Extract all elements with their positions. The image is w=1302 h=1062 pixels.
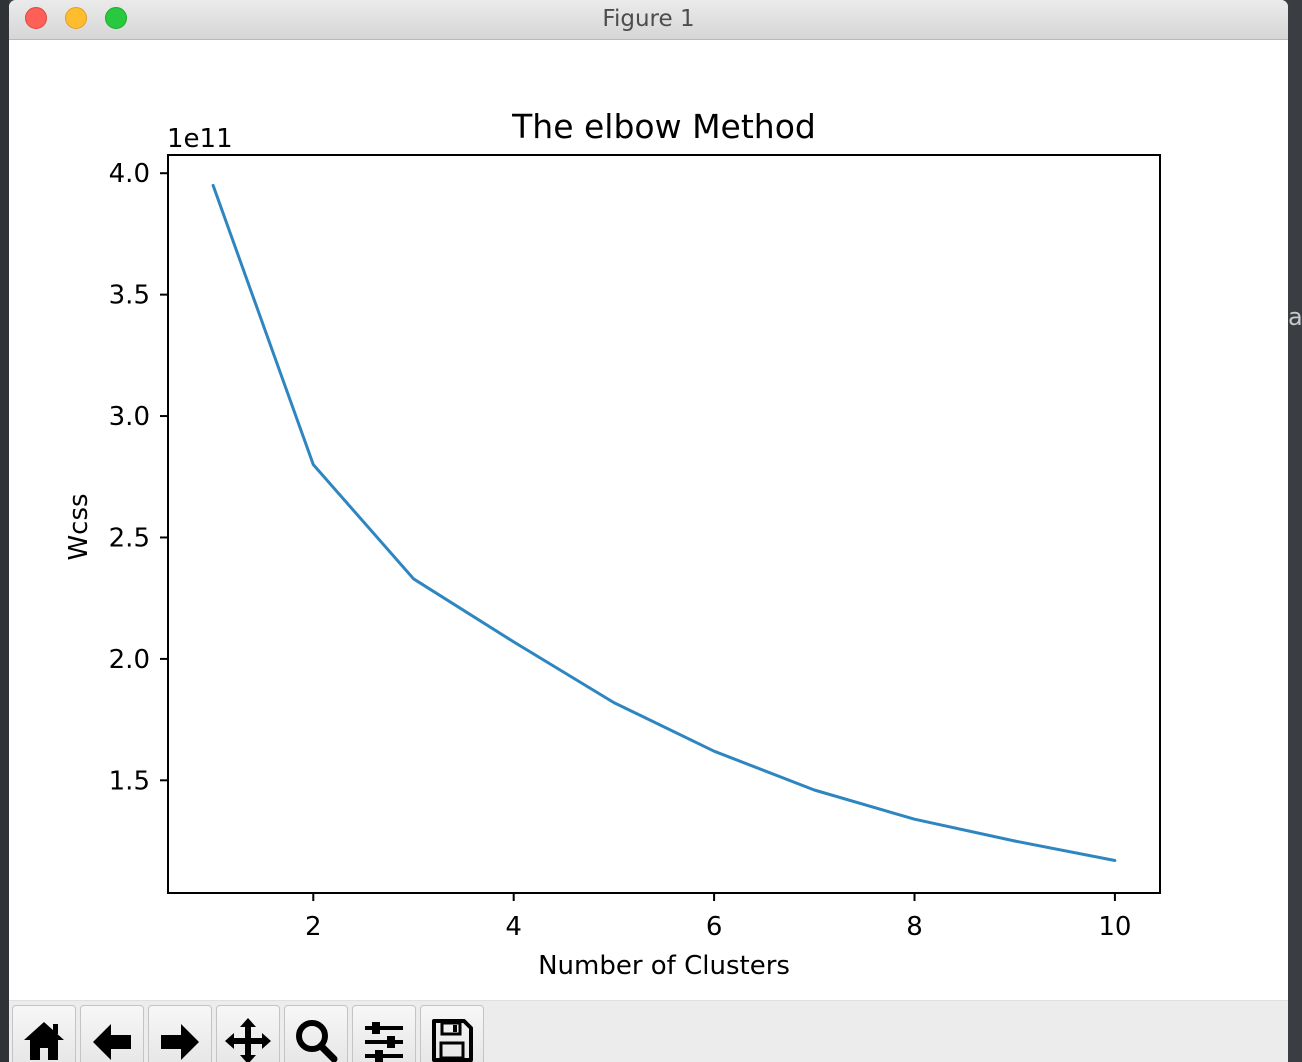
back-button[interactable] [80,1005,144,1062]
y-axis-label: Wcss [64,493,94,560]
close-window-button[interactable] [25,7,47,29]
x-tick-label: 10 [1098,912,1131,942]
minimize-window-button[interactable] [65,7,87,29]
title-bar[interactable]: Figure 1 [9,0,1288,40]
y-tick-label: 4.0 [109,159,150,189]
background-text-fragment: a [1288,303,1302,331]
configure-subplots-button[interactable] [352,1005,416,1062]
arrow-right-icon [161,1024,199,1060]
zoom-window-button[interactable] [105,7,127,29]
y-tick-label: 3.5 [109,281,150,311]
forward-button[interactable] [148,1005,212,1062]
y-axis-offset-label: 1e11 [167,124,233,154]
zoom-button[interactable] [284,1005,348,1062]
y-tick-label: 2.5 [109,523,150,553]
magnifier-icon [296,1020,338,1062]
x-tick-label: 6 [706,912,723,942]
figure-window: Figure 1 The elbow Method 1e11 Number of… [9,0,1288,1062]
home-icon [24,1022,64,1060]
home-button[interactable] [12,1005,76,1062]
y-tick-label: 3.0 [109,402,150,432]
y-tick-label: 1.5 [109,766,150,796]
elbow-chart: The elbow Method 1e11 Number of Clusters… [64,107,1161,981]
figure-canvas[interactable]: The elbow Method 1e11 Number of Clusters… [9,40,1288,1000]
plot-frame [167,154,1161,894]
move-icon [225,1018,271,1062]
pan-button[interactable] [216,1005,280,1062]
x-tick-label: 2 [305,912,322,942]
background-strip-right [1288,0,1302,1062]
x-axis-label: Number of Clusters [538,951,790,981]
series-line [211,183,1117,862]
x-tick-label: 8 [906,912,923,942]
arrow-left-icon [93,1024,131,1060]
background-strip-left [0,0,9,1062]
chart-title: The elbow Method [511,107,816,146]
window-title: Figure 1 [602,6,695,32]
y-tick-label: 2.0 [109,645,150,675]
navigation-toolbar [9,1000,1288,1062]
save-button[interactable] [420,1005,484,1062]
x-tick-label: 4 [505,912,522,942]
sliders-icon [365,1022,403,1062]
floppy-disk-icon [432,1019,473,1062]
